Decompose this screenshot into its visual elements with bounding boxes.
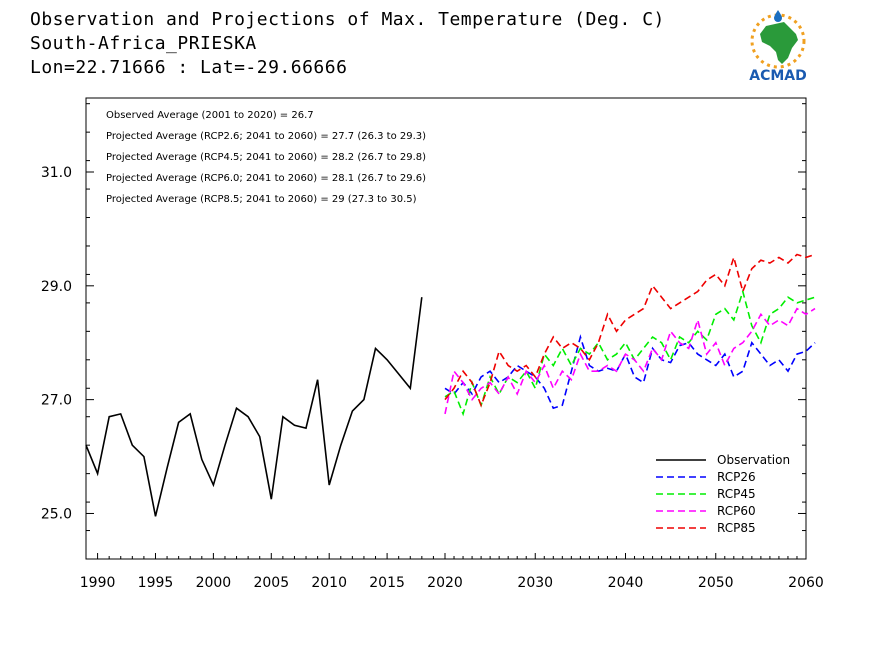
station-coordinates: Lon=22.71666 : Lat=-29.66666 bbox=[30, 57, 348, 78]
average-annotation: Projected Average (RCP8.5; 2041 to 2060)… bbox=[106, 194, 417, 205]
plot-area bbox=[85, 97, 807, 560]
series-line-rcp26 bbox=[444, 334, 816, 410]
y-tick-label: 29.0 bbox=[41, 279, 72, 295]
average-annotation: Observed Average (2001 to 2020) = 26.7 bbox=[106, 110, 314, 121]
x-tick-label: 2050 bbox=[698, 575, 734, 591]
legend-label-rcp45: RCP45 bbox=[717, 487, 756, 501]
logo-text: ACMAD bbox=[749, 68, 807, 84]
x-tick-label: 2040 bbox=[608, 575, 644, 591]
x-tick-label: 2010 bbox=[311, 575, 347, 591]
legend-label-rcp26: RCP26 bbox=[717, 470, 756, 484]
x-tick-label: 2015 bbox=[369, 575, 405, 591]
y-tick-label: 31.0 bbox=[41, 165, 72, 181]
chart-series bbox=[85, 253, 816, 517]
x-tick-label: 2020 bbox=[427, 575, 463, 591]
y-tick-label: 27.0 bbox=[41, 393, 72, 409]
series-line-rcp60 bbox=[444, 307, 816, 415]
water-drop-icon bbox=[774, 10, 782, 22]
chart-title: Observation and Projections of Max. Temp… bbox=[30, 9, 665, 30]
acmad-logo: ACMAD bbox=[749, 10, 807, 84]
legend-label-rcp85: RCP85 bbox=[717, 521, 756, 535]
chart-annotations: Observed Average (2001 to 2020) = 26.7 Pr… bbox=[106, 110, 426, 205]
x-tick-label: 2000 bbox=[196, 575, 232, 591]
x-tick-label: 1990 bbox=[80, 575, 116, 591]
average-annotation: Projected Average (RCP4.5; 2041 to 2060)… bbox=[106, 152, 426, 163]
series-line-observation bbox=[85, 297, 423, 517]
africa-map-icon bbox=[760, 22, 798, 64]
chart-legend: Observation RCP26 RCP45 RCP60 RCP85 bbox=[656, 453, 790, 535]
average-annotation: Projected Average (RCP2.6; 2041 to 2060)… bbox=[106, 131, 426, 142]
legend-label-observation: Observation bbox=[717, 453, 790, 467]
average-annotation: Projected Average (RCP6.0; 2041 to 2060)… bbox=[106, 173, 426, 184]
x-tick-label: 2060 bbox=[788, 575, 824, 591]
legend-label-rcp60: RCP60 bbox=[717, 504, 756, 518]
x-tick-label: 2005 bbox=[253, 575, 289, 591]
y-tick-label: 25.0 bbox=[41, 506, 72, 522]
x-tick-label: 2030 bbox=[517, 575, 553, 591]
x-tick-label: 1995 bbox=[138, 575, 174, 591]
station-name: South-Africa_PRIESKA bbox=[30, 33, 257, 54]
chart-axes: 1990 1995 2000 2005 2010 2015 2020 2030 2040 2050… bbox=[41, 103, 824, 591]
series-line-rcp85 bbox=[444, 253, 816, 408]
